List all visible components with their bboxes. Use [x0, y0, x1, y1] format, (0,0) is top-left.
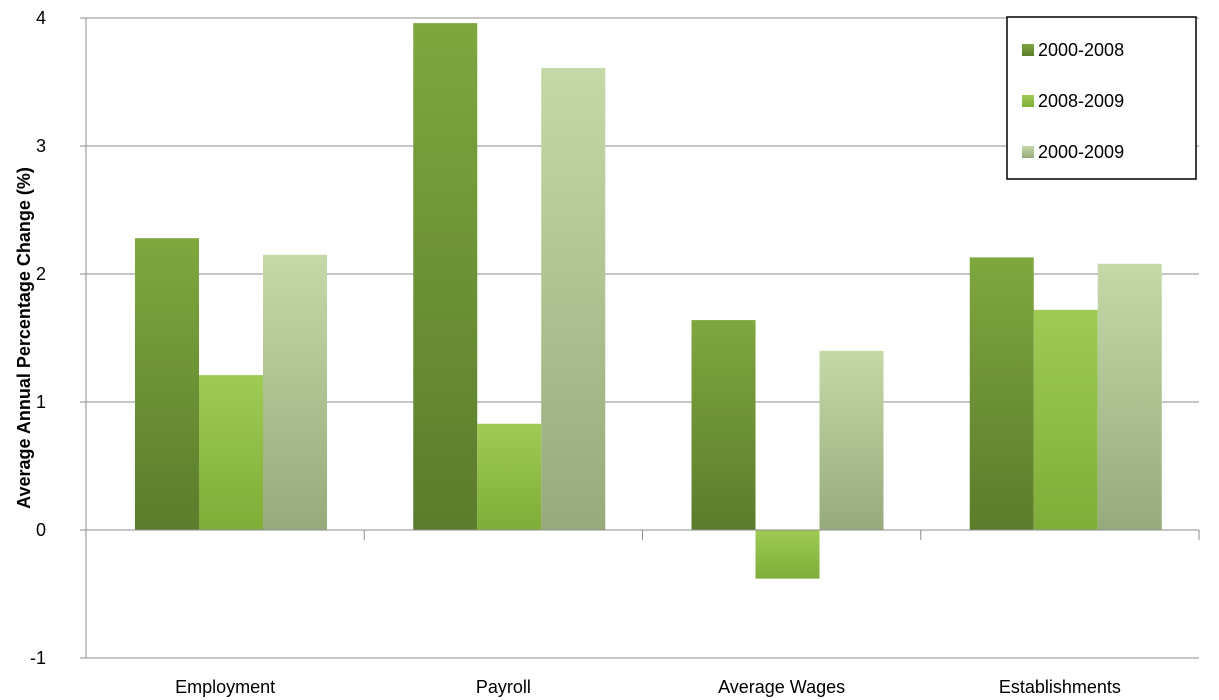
legend-swatch-1 — [1022, 95, 1034, 107]
x-category-label: Payroll — [476, 677, 531, 697]
x-category-label: Average Wages — [718, 677, 845, 697]
bar-2-2 — [819, 350, 884, 530]
legend-swatch-0 — [1022, 44, 1034, 56]
y-axis: -1 0 1 2 3 4 — [30, 8, 87, 668]
bar-0-1 — [413, 23, 478, 531]
bar-1-2 — [755, 530, 820, 579]
y-axis-title: Average Annual Percentage Change (%) — [14, 167, 34, 509]
y-tick-label: 1 — [36, 392, 46, 412]
bar-2-0 — [263, 254, 327, 531]
legend-label-1: 2008-2009 — [1038, 91, 1124, 111]
x-axis: Employment Payroll Average Wages Establishm… — [86, 529, 1200, 697]
legend-label-2: 2000-2009 — [1038, 142, 1124, 162]
bar-0-2 — [691, 320, 756, 530]
bar-2-3 — [1097, 263, 1162, 530]
y-tick-label: 4 — [36, 8, 46, 28]
bar-1-0 — [199, 375, 263, 530]
bar-0-3 — [969, 257, 1034, 530]
bar-1-3 — [1033, 309, 1098, 530]
y-tick-label: 3 — [36, 136, 46, 156]
legend-box — [1006, 16, 1197, 180]
bar-0-0 — [135, 238, 199, 530]
x-category-label: Establishments — [999, 677, 1121, 697]
bars — [135, 23, 1162, 579]
legend-swatch-2 — [1022, 146, 1034, 158]
x-category-label: Employment — [175, 677, 275, 697]
y-tick-label: -1 — [30, 648, 46, 668]
y-tick-label: 0 — [36, 520, 46, 540]
bar-1-1 — [477, 423, 542, 530]
legend: 2000-2008 2008-2009 2000-2009 — [1006, 16, 1197, 180]
y-tick-label: 2 — [36, 264, 46, 284]
legend-label-0: 2000-2008 — [1038, 40, 1124, 60]
bar-2-1 — [541, 67, 606, 531]
